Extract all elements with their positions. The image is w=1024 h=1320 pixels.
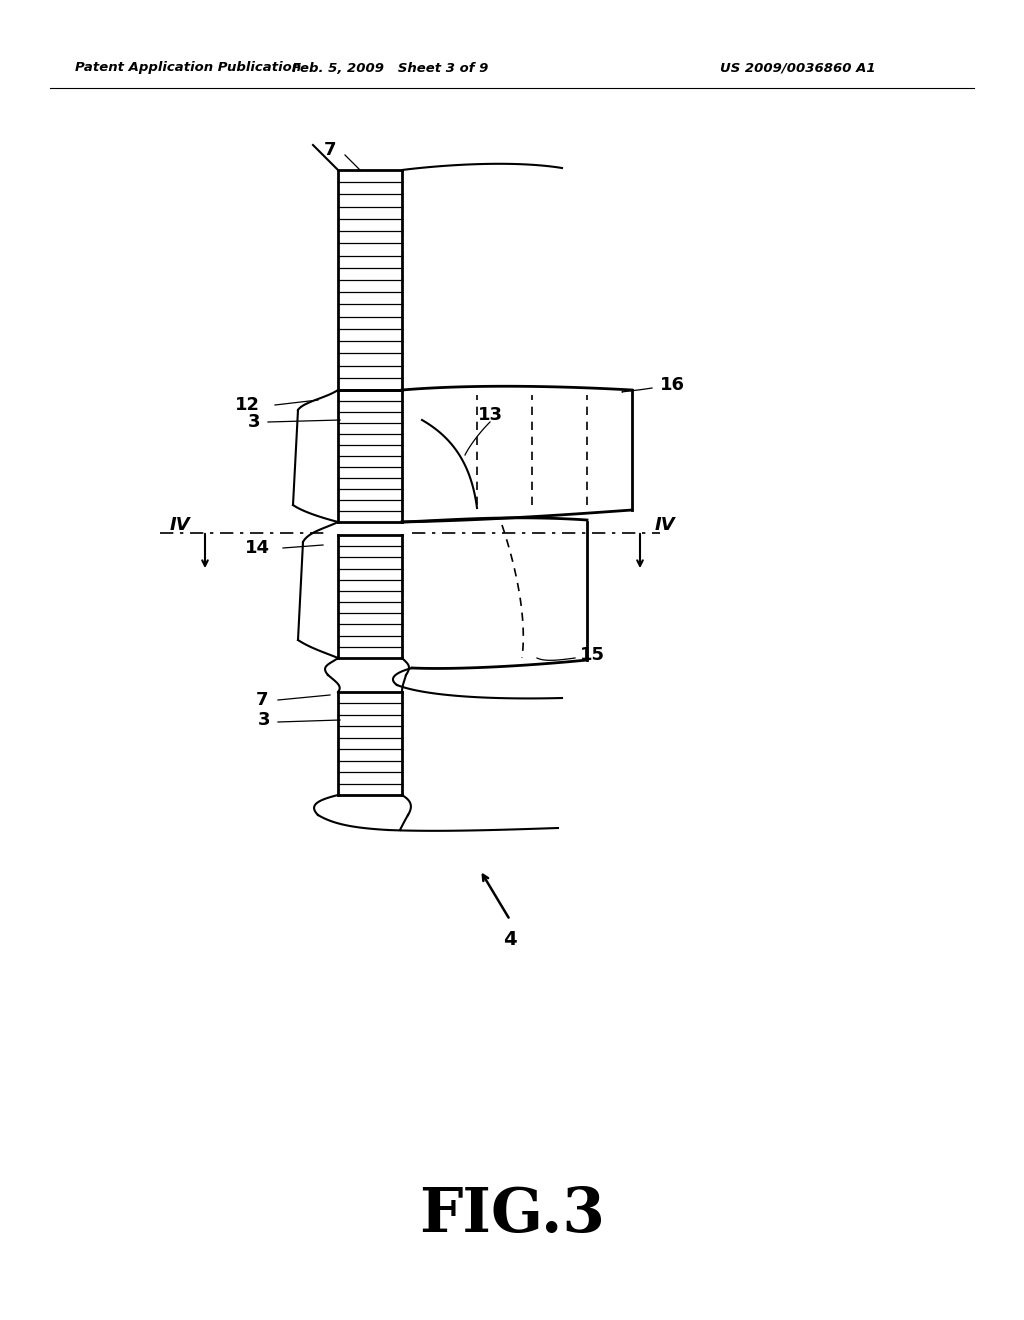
Text: Patent Application Publication: Patent Application Publication <box>75 62 301 74</box>
Text: 16: 16 <box>660 376 685 393</box>
Text: FIG.3: FIG.3 <box>419 1185 605 1245</box>
Text: 7: 7 <box>256 690 268 709</box>
Text: 15: 15 <box>580 645 605 664</box>
Text: 3: 3 <box>248 413 260 432</box>
Text: 4: 4 <box>503 931 517 949</box>
Text: 7: 7 <box>324 141 336 158</box>
Text: 12: 12 <box>234 396 260 414</box>
Text: Feb. 5, 2009   Sheet 3 of 9: Feb. 5, 2009 Sheet 3 of 9 <box>292 62 488 74</box>
Text: 14: 14 <box>245 539 270 557</box>
Text: IV: IV <box>655 516 676 535</box>
Text: US 2009/0036860 A1: US 2009/0036860 A1 <box>720 62 876 74</box>
Text: 13: 13 <box>477 407 503 424</box>
Text: 3: 3 <box>257 711 270 729</box>
Text: IV: IV <box>169 516 190 535</box>
